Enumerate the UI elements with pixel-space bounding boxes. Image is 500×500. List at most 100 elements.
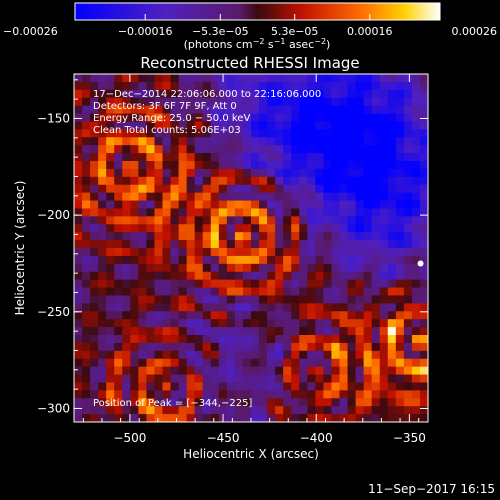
heatmap-cell <box>259 279 268 288</box>
heatmap-cell <box>178 81 188 91</box>
heatmap-cell <box>98 335 107 344</box>
heatmap-cell <box>347 200 356 209</box>
heatmap-cell <box>251 390 260 399</box>
heatmap-cell <box>130 74 139 83</box>
heatmap-cell <box>347 192 356 201</box>
heatmap-cell <box>419 406 429 415</box>
heatmap-cell <box>130 89 139 99</box>
heatmap-cell <box>114 176 123 186</box>
heatmap-cell <box>267 366 276 375</box>
heatmap-cell <box>138 184 147 194</box>
heatmap-cell <box>114 89 123 99</box>
heatmap-cell <box>122 89 131 99</box>
heatmap-cell <box>202 129 212 138</box>
heatmap-cell <box>291 374 300 383</box>
heatmap-cell <box>275 105 284 114</box>
heatmap-cell <box>242 232 252 241</box>
heatmap-cell <box>218 232 228 241</box>
heatmap-cell <box>234 295 244 304</box>
heatmap-cell <box>347 374 356 383</box>
heatmap-cell <box>90 232 99 241</box>
heatmap-cell <box>122 414 131 423</box>
heatmap-cell <box>210 161 220 170</box>
heatmap-cell <box>251 358 260 368</box>
heatmap-cell <box>82 263 91 273</box>
heatmap-cell <box>130 350 139 360</box>
heatmap-cell <box>154 263 163 273</box>
heatmap-cell <box>387 176 397 186</box>
heatmap-cell <box>347 263 356 273</box>
heatmap-cell <box>387 327 397 336</box>
heatmap-cell <box>170 248 179 257</box>
heatmap-cell <box>138 145 147 154</box>
heatmap-cell <box>106 192 115 201</box>
heatmap-cell <box>194 184 204 194</box>
heatmap-cell <box>275 113 284 122</box>
heatmap-cell <box>275 319 284 328</box>
heatmap-cell <box>283 374 292 383</box>
heatmap-cell <box>371 248 381 257</box>
heatmap-cell <box>106 279 115 288</box>
heatmap-cell <box>379 335 389 344</box>
heatmap-cell <box>130 208 139 217</box>
heatmap-cell <box>331 271 340 281</box>
heatmap-cell <box>178 97 188 107</box>
heatmap-cell <box>106 74 115 83</box>
heatmap-cell <box>194 271 204 281</box>
heatmap-cell <box>170 216 179 225</box>
heatmap-cell <box>307 335 316 344</box>
heatmap-cell <box>210 287 220 296</box>
heatmap-cell <box>291 121 300 130</box>
heatmap-cell <box>379 342 389 352</box>
heatmap-cell <box>82 382 91 391</box>
heatmap-cell <box>178 406 188 415</box>
heatmap-cell <box>146 358 155 368</box>
heatmap-cell <box>323 327 332 336</box>
heatmap-cell <box>323 153 332 162</box>
heatmap-cell <box>347 248 356 257</box>
heatmap-cell <box>267 81 276 91</box>
heatmap-cell <box>419 335 429 344</box>
heatmap-cell <box>114 200 123 209</box>
heatmap-cell <box>170 224 179 233</box>
heatmap-cell <box>403 137 413 146</box>
heatmap-cell <box>419 161 429 170</box>
heatmap-cell <box>371 153 381 162</box>
heatmap-cell <box>379 74 389 83</box>
heatmap-cell <box>379 81 389 91</box>
heatmap-cell <box>186 248 196 257</box>
heatmap-cell <box>403 153 413 162</box>
heatmap-cell <box>114 374 123 383</box>
heatmap-cell <box>154 358 163 368</box>
heatmap-cell <box>146 327 155 336</box>
heatmap-cell <box>74 374 83 383</box>
heatmap-cell <box>138 168 147 178</box>
heatmap-cell <box>162 240 171 249</box>
heatmap-cell <box>387 240 397 249</box>
heatmap-cell <box>379 366 389 375</box>
heatmap-cell <box>178 208 188 217</box>
heatmap-cell <box>114 263 123 273</box>
heatmap-cell <box>275 184 284 194</box>
heatmap-cell <box>363 200 373 209</box>
heatmap-cell <box>186 366 196 375</box>
heatmap-cell <box>347 121 356 130</box>
heatmap-cell <box>210 358 220 368</box>
heatmap-cell <box>387 129 397 138</box>
heatmap-cell <box>363 414 373 423</box>
heatmap-cell <box>395 350 405 360</box>
heatmap-cell <box>226 81 236 91</box>
heatmap-cell <box>74 74 83 83</box>
heatmap-cell <box>395 192 405 201</box>
heatmap-cell <box>403 240 413 249</box>
heatmap-cell <box>122 382 131 391</box>
heatmap-cell <box>242 240 252 249</box>
heatmap-cell <box>74 153 83 162</box>
heatmap-cell <box>291 263 300 273</box>
heatmap-cell <box>395 382 405 391</box>
heatmap-cell <box>275 327 284 336</box>
heatmap-cell <box>299 208 308 217</box>
heatmap-cell <box>259 208 268 217</box>
heatmap-cell <box>202 208 212 217</box>
heatmap-cell <box>403 129 413 138</box>
